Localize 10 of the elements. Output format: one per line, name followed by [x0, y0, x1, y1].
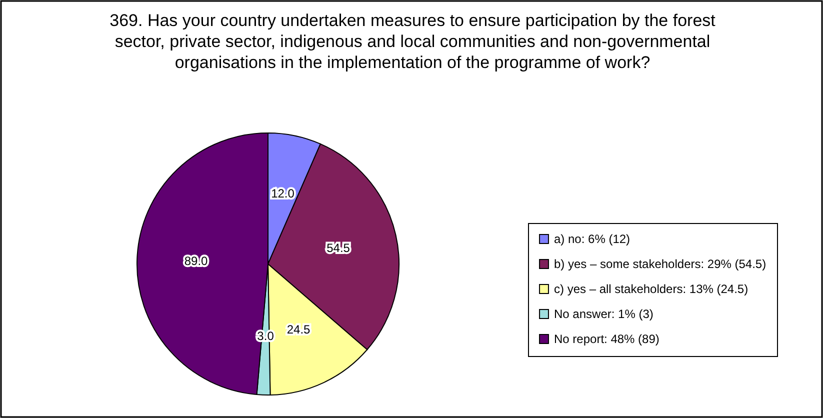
legend-label: No report: 48% (89) — [554, 332, 660, 346]
legend-label: c) yes – all stakeholders: 13% (24.5) — [554, 282, 748, 296]
data-label: 12.0 — [271, 186, 295, 200]
chart-title: 369. Has your country undertaken measures to ensure participation by the forest sector, private sector, indigenous and local communities and non-governmental organisations in the implementation of the programme of work? — [110, 11, 716, 72]
data-label: 24.5 — [286, 322, 311, 336]
legend-label: b) yes – some stakeholders: 29% (54.5) — [554, 257, 766, 271]
legend-label: No answer: 1% (3) — [554, 307, 654, 321]
data-label: 89.0 — [184, 254, 208, 268]
legend-label: a) no: 6% (12) — [554, 232, 630, 246]
data-label: 54.5 — [326, 241, 350, 256]
